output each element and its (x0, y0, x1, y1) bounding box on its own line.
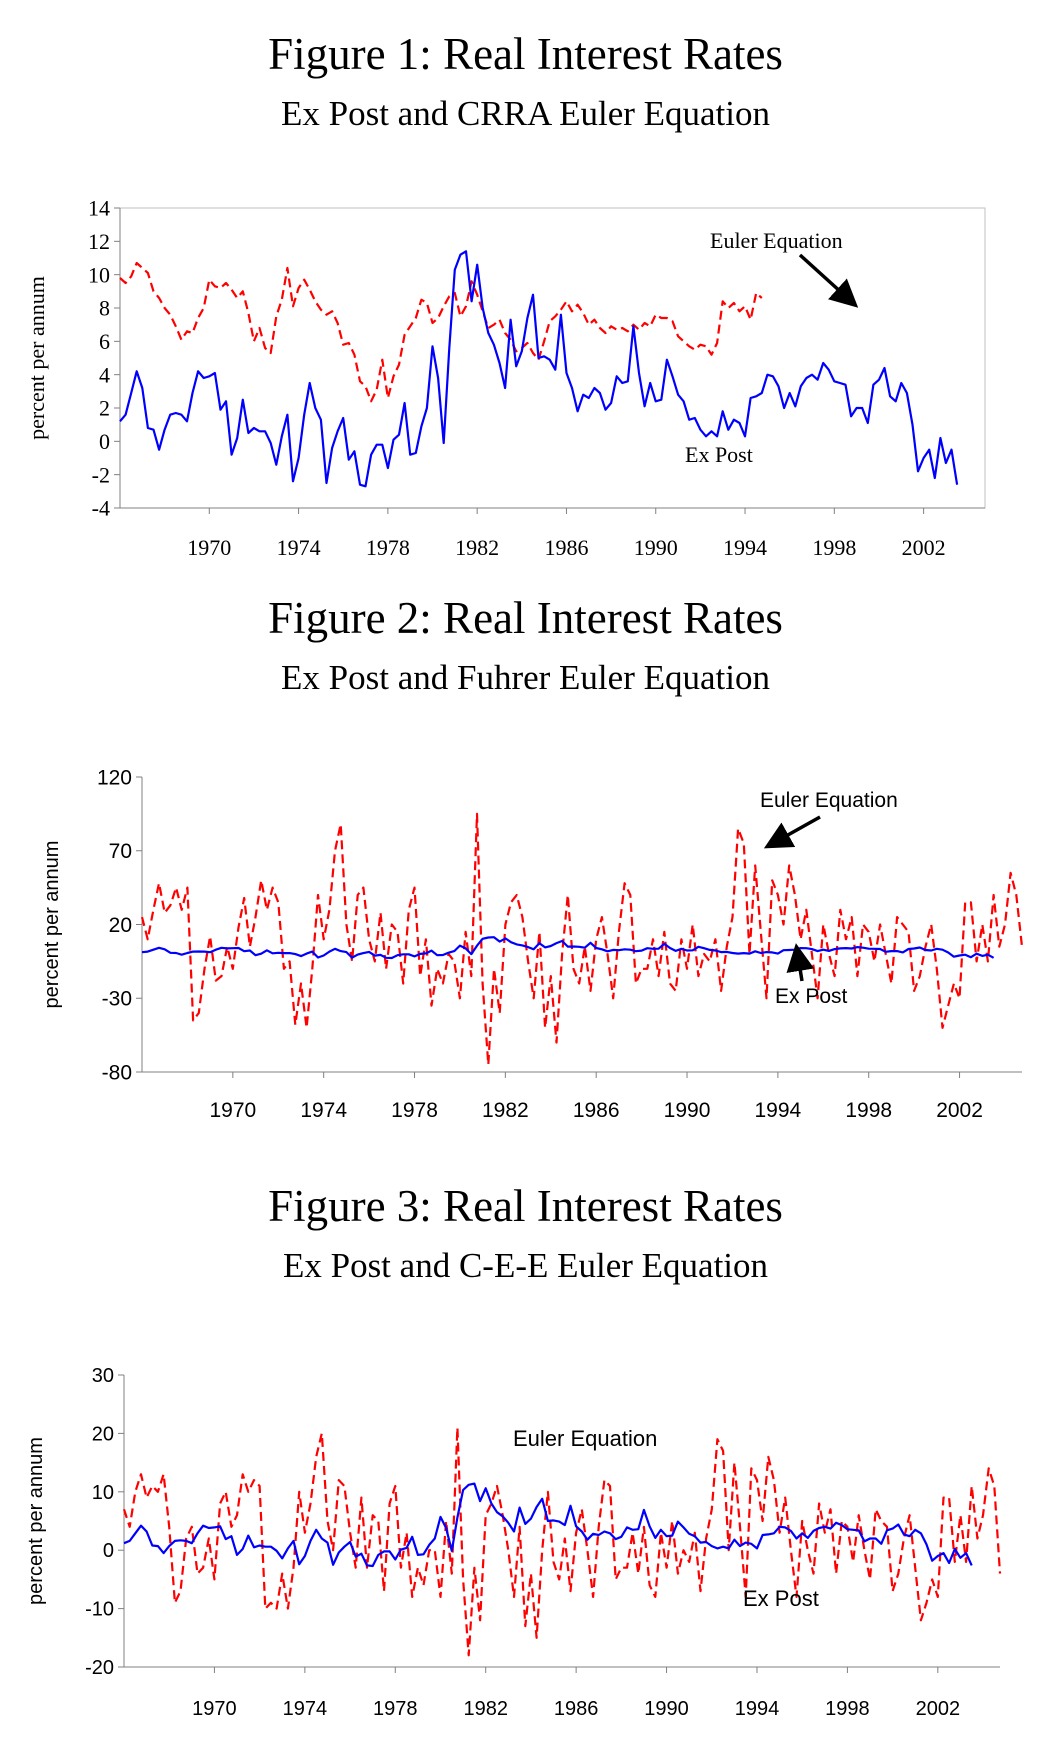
x-tick-label: 1978 (391, 1099, 438, 1122)
x-tick-label: 1990 (664, 1099, 711, 1122)
figure-2-chart: -80 -30 20 70 120 1970 1974 1978 1982 1986 1990 199… (41, 766, 1024, 1122)
figure-3-title: Figure 3: Real Interest Rates (268, 1181, 783, 1231)
figure-2-subtitle: Ex Post and Fuhrer Euler Equation (281, 658, 770, 697)
x-tick-label: 1974 (300, 1099, 347, 1122)
annotation-label: Euler Equation (710, 228, 843, 253)
x-tick-label: 1998 (825, 1698, 870, 1720)
x-tick-label: 1990 (644, 1698, 689, 1720)
y-tick-label: 10 (88, 262, 110, 287)
y-axis-label: percent per annum (24, 276, 49, 440)
annotation-label: Euler Equation (760, 789, 898, 812)
y-tick-label: 14 (88, 200, 110, 221)
x-tick-label: 1982 (463, 1698, 508, 1720)
y-tick-label: 120 (97, 766, 132, 789)
series-line-ex-post (141, 936, 995, 960)
annotation-label: Euler Equation (513, 1426, 657, 1451)
figure-2-title: Figure 2: Real Interest Rates (268, 593, 783, 643)
annotation-label: Ex Post (743, 1586, 819, 1611)
y-tick-label: -20 (85, 1657, 114, 1679)
x-tick-label: 1974 (283, 1698, 328, 1720)
y-tick-label: -10 (85, 1599, 114, 1621)
x-tick-label: 1986 (544, 535, 588, 560)
plot-area-border (119, 207, 986, 509)
y-axis-label: percent per annum (41, 841, 63, 1009)
series-line-ex-post (119, 250, 959, 488)
y-tick-label: -2 (92, 462, 110, 487)
x-tick-label: 1970 (209, 1099, 256, 1122)
x-tick-label: 1970 (192, 1698, 237, 1720)
y-tick-label: 6 (99, 329, 110, 354)
annotation-label: Ex Post (685, 442, 753, 467)
x-tick-label: 1978 (373, 1698, 418, 1720)
series-line-ex-post (123, 1482, 973, 1568)
annotation-label: Ex Post (775, 985, 848, 1008)
x-tick-label: 1978 (366, 535, 410, 560)
y-tick-label: 0 (99, 429, 110, 454)
y-tick-label: 30 (92, 1365, 114, 1387)
x-tick-label: 1994 (755, 1099, 802, 1122)
series-line-euler-equation (140, 812, 1024, 1066)
y-tick-label: 70 (109, 840, 132, 863)
y-tick-label: 20 (109, 914, 132, 937)
x-tick-label: 2002 (916, 1698, 961, 1720)
y-tick-label: 12 (88, 229, 110, 254)
x-tick-label: 2002 (936, 1099, 983, 1122)
x-tick-label: 1982 (455, 535, 499, 560)
x-tick-label: 1986 (573, 1099, 620, 1122)
x-tick-label: 1994 (735, 1698, 780, 1720)
y-axis-label: percent per annum (25, 1437, 47, 1605)
figure-1-subtitle: Ex Post and CRRA Euler Equation (280, 94, 770, 133)
y-tick-label: 10 (92, 1482, 114, 1504)
annotation-arrow (786, 943, 815, 982)
annotation-arrow (798, 253, 859, 308)
y-tick-label: -80 (102, 1061, 132, 1084)
y-tick-label: 20 (92, 1423, 114, 1445)
y-tick-label: -4 (92, 496, 110, 521)
figure-3-chart: -20 -10 0 10 20 30 1970 1974 1978 1982 1986 1990 199… (25, 1365, 1002, 1720)
y-tick-label: 4 (99, 362, 110, 387)
figure-1-title: Figure 1: Real Interest Rates (268, 29, 783, 79)
y-tick-label: 2 (99, 396, 110, 421)
figure-3-subtitle: Ex Post and C-E-E Euler Equation (282, 1246, 769, 1285)
series-line-euler-equation (122, 1426, 1002, 1657)
series-line-euler-equation (119, 261, 763, 403)
y-tick-label: -30 (102, 988, 132, 1011)
annotation-arrow (763, 815, 821, 849)
x-tick-label: 1974 (277, 535, 321, 560)
x-tick-label: 1994 (723, 535, 767, 560)
x-tick-label: 1982 (482, 1099, 529, 1122)
y-tick-label: 0 (103, 1540, 114, 1562)
x-tick-label: 1998 (845, 1099, 892, 1122)
x-tick-label: 1990 (634, 535, 678, 560)
figure-1-chart: -4 -2 0 2 4 6 8 10 12 14 1970 1974 1978 1982 1986 1990 1… (24, 200, 986, 560)
x-tick-label: 2002 (902, 535, 946, 560)
y-tick-label: 8 (99, 296, 110, 321)
x-tick-label: 1970 (187, 535, 231, 560)
x-tick-label: 1998 (812, 535, 856, 560)
x-tick-label: 1986 (554, 1698, 599, 1720)
